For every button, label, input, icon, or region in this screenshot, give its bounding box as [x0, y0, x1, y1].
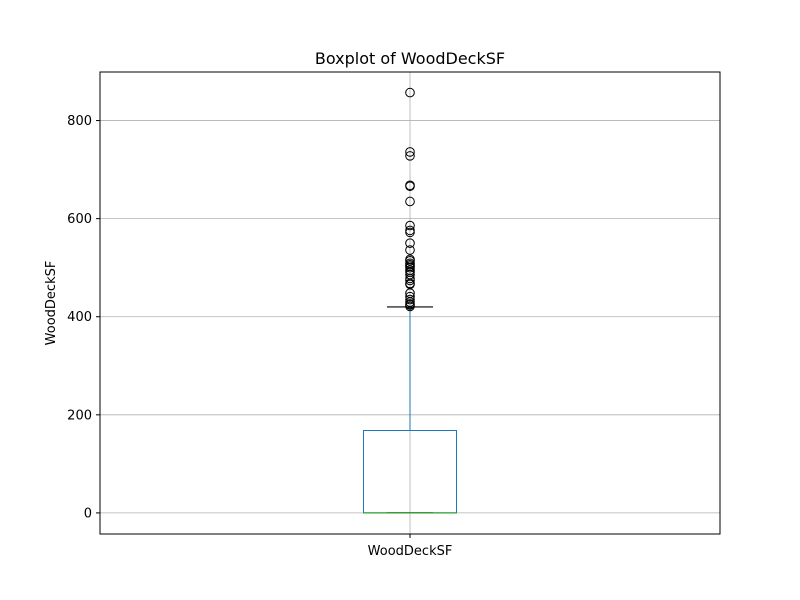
- y-axis-label: WoodDeckSF: [44, 261, 59, 346]
- y-tick-label: 600: [67, 212, 92, 227]
- outlier-point: [405, 291, 415, 302]
- outlier-point: [405, 238, 415, 248]
- gridlines: [100, 72, 720, 534]
- outlier-point: [405, 254, 415, 265]
- outlier-point: [405, 196, 415, 207]
- outlier-point: [405, 151, 415, 161]
- outlier-point: [405, 147, 415, 157]
- outlier-point: [405, 265, 415, 275]
- outlier-point: [405, 225, 415, 236]
- y-tick-label: 800: [67, 114, 92, 129]
- x-tick-label: WoodDeckSF: [368, 544, 453, 559]
- outlier-point: [405, 258, 415, 269]
- outlier-point: [405, 180, 415, 191]
- y-tick-label: 200: [67, 408, 92, 423]
- outlier-point: [405, 294, 415, 305]
- y-tick-label: 0: [84, 506, 92, 521]
- plot-frame: [99, 71, 721, 535]
- y-axis-ticks: 0 200 400 600 800: [67, 114, 100, 521]
- x-axis-ticks: WoodDeckSF: [368, 534, 453, 559]
- outlier-point: [405, 245, 415, 255]
- plot-area: [363, 87, 457, 514]
- outlier-point: [405, 220, 415, 231]
- chart-title: Boxplot of WoodDeckSF: [315, 49, 505, 68]
- y-tick-label: 400: [67, 310, 92, 325]
- outlier-point: [405, 87, 415, 98]
